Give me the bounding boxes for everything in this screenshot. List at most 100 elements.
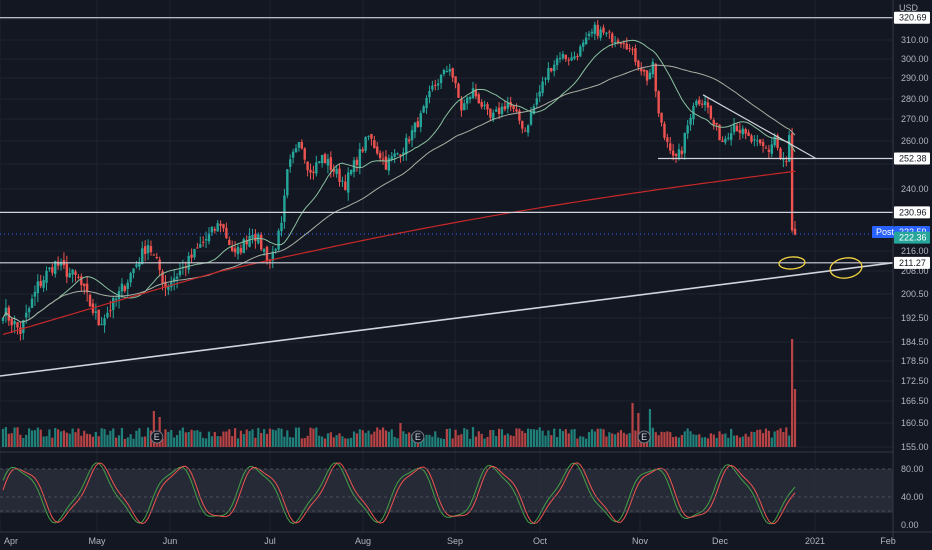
volume-bar	[213, 432, 216, 447]
candle-body	[645, 70, 649, 81]
candle-body	[616, 40, 620, 44]
candle-body	[27, 308, 31, 313]
candle-body	[515, 109, 518, 112]
volume-bar	[556, 437, 559, 447]
candle-body	[544, 78, 547, 80]
candle-body	[329, 157, 333, 171]
candle-body	[68, 273, 71, 278]
price-tick-label: 184.50	[901, 337, 929, 347]
price-axis[interactable]: 155.00 160.50 166.50 172.50 178.50 184.50 192.…	[901, 35, 929, 452]
volume-bar	[567, 433, 570, 447]
candle-body	[109, 310, 112, 312]
candle-body	[709, 106, 713, 119]
volume-bar	[692, 434, 695, 447]
volume-bar	[741, 436, 744, 447]
candle-body	[590, 31, 594, 34]
candle-body	[492, 112, 495, 120]
volume-bar	[196, 430, 199, 447]
candle-body	[146, 244, 150, 254]
volume-bar	[335, 435, 338, 447]
volume-bar	[373, 431, 376, 447]
candle-body	[666, 137, 669, 142]
volume-bar	[495, 436, 498, 447]
post-tag-label: Post	[876, 227, 895, 237]
candle-body	[434, 84, 437, 86]
volume-bar	[277, 428, 280, 447]
volume-bar	[175, 435, 179, 447]
candle-body	[167, 286, 170, 290]
candle-body	[735, 125, 739, 132]
candle-body	[425, 98, 428, 108]
candle-body	[567, 59, 570, 61]
candle-body	[576, 56, 579, 58]
candle-body	[54, 261, 57, 275]
candle-body	[59, 261, 63, 266]
volume-bar	[48, 429, 51, 447]
candle-body	[341, 180, 344, 182]
volume-bar	[216, 435, 219, 447]
candle-body	[683, 133, 686, 154]
volume-bar	[309, 427, 312, 447]
descending-trendline	[702, 94, 817, 160]
volume-bar	[573, 429, 576, 447]
candle-body	[773, 136, 776, 146]
candle-body	[669, 143, 672, 151]
candle-body	[141, 248, 144, 265]
volume-bar	[648, 409, 652, 447]
candle-body	[294, 148, 298, 153]
volume-bar	[341, 436, 344, 447]
volume-bar	[474, 436, 477, 447]
volume-bar	[779, 428, 782, 447]
volume-bar	[422, 438, 425, 447]
volume-bar	[553, 428, 556, 447]
candle-body	[338, 168, 341, 182]
candle-body	[355, 159, 359, 165]
candle-body	[233, 248, 237, 253]
volume-bar	[74, 432, 77, 447]
candle-body	[564, 54, 568, 60]
volume-bar	[88, 434, 92, 447]
candle-body	[219, 223, 222, 226]
time-tick-label: May	[88, 536, 106, 546]
volume-bar	[254, 437, 257, 447]
candle-body	[463, 103, 466, 111]
volume-bar	[54, 428, 57, 447]
candle-body	[541, 81, 544, 93]
volume-bar	[663, 432, 666, 447]
moving-average-mid	[2, 64, 796, 323]
volume-bar	[439, 438, 443, 447]
volume-bar	[535, 429, 538, 447]
candle-body	[744, 129, 747, 134]
time-axis[interactable]: Apr May Jun Jul Aug Sep Oct Nov Dec 2021 Feb	[4, 536, 896, 546]
candle-body	[289, 159, 292, 167]
volume-bar	[454, 429, 457, 447]
volume-bar	[492, 429, 495, 447]
candle-body	[608, 31, 611, 33]
volume-bar	[138, 428, 141, 447]
volume-bar	[13, 427, 16, 447]
volume-bar	[80, 435, 83, 447]
candle-body	[120, 283, 124, 292]
volume-bar	[761, 433, 765, 447]
candle-body	[625, 43, 628, 50]
volume-bar	[39, 429, 42, 447]
stochastic-oscillator	[0, 462, 893, 525]
volume-bar	[94, 431, 97, 447]
candle-body	[30, 298, 34, 308]
price-label-box	[894, 231, 930, 244]
volume-bar	[677, 437, 681, 447]
candle-body	[199, 244, 202, 248]
candle-body	[561, 54, 565, 59]
candle-body	[1, 317, 5, 321]
candle-body	[248, 235, 251, 247]
volume-bar	[747, 436, 750, 447]
candle-body	[405, 137, 408, 155]
volume-bar	[199, 431, 202, 447]
candle-body	[25, 312, 28, 318]
candle-body	[370, 134, 373, 140]
price-label-box	[894, 206, 930, 219]
volume-bar	[251, 429, 254, 447]
volume-bar	[393, 436, 396, 447]
